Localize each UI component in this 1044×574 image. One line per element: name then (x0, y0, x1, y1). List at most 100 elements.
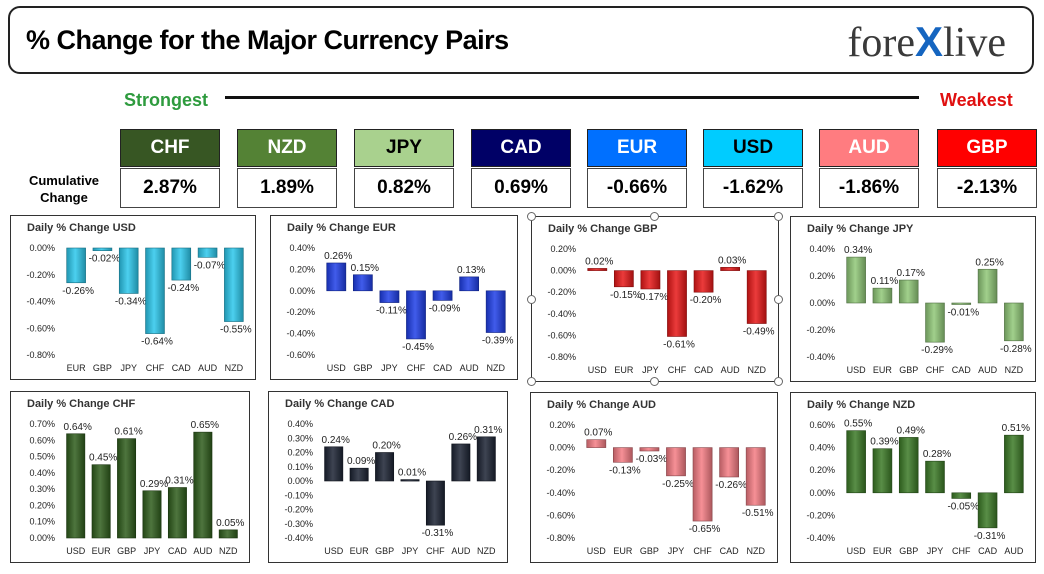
resize-handle[interactable] (527, 377, 536, 386)
bar (476, 436, 496, 482)
x-tick-label: EUR (92, 546, 112, 556)
data-label: 0.17% (897, 268, 925, 279)
currency-name: NZD (237, 129, 337, 167)
x-tick-label: USD (587, 546, 607, 556)
resize-handle[interactable] (650, 377, 659, 386)
chart-jpy-panel: Daily % Change JPY 0.40% 0.20% 0.00% -0.20% -… (790, 216, 1036, 382)
resize-handle[interactable] (774, 212, 783, 221)
data-label: 0.11% (871, 276, 899, 287)
data-label: 0.05% (216, 518, 244, 529)
chart-aud: 0.20% 0.00% -0.20% -0.40% -0.60% -0.80% 0.07% U… (546, 420, 774, 556)
bar (66, 433, 86, 539)
y-tick-label: -0.80% (547, 352, 576, 362)
data-label: -0.51% (742, 508, 774, 519)
data-label: 0.13% (457, 265, 485, 276)
bar (92, 247, 113, 251)
x-tick-label: GBP (117, 546, 136, 556)
bar (118, 247, 139, 294)
resize-handle[interactable] (774, 295, 783, 304)
y-tick-label: 0.20% (550, 244, 576, 254)
currency-box-aud: AUD -1.86% (819, 129, 919, 209)
bar (375, 452, 395, 482)
y-tick-label: 0.10% (287, 462, 313, 472)
ranking-divider (225, 96, 919, 99)
x-tick-label: GBP (353, 363, 372, 373)
bar (746, 270, 767, 324)
data-label: -0.20% (690, 295, 722, 306)
y-tick-label: 0.00% (809, 488, 835, 498)
resize-handle[interactable] (774, 377, 783, 386)
y-tick-label: 0.30% (287, 433, 313, 443)
y-tick-label: 0.40% (289, 243, 315, 253)
bar (667, 270, 687, 337)
x-tick-label: USD (588, 365, 608, 375)
x-tick-label: JPY (927, 546, 944, 556)
y-tick-label: -0.40% (806, 352, 835, 362)
bar (117, 438, 137, 539)
chart-cad-panel: Daily % Change CAD 0.40% 0.30% 0.20% 0.10% 0.… (268, 391, 508, 563)
resize-handle[interactable] (527, 212, 536, 221)
data-label: 0.15% (351, 263, 379, 274)
header-box: % Change for the Major Currency Pairs fo… (8, 6, 1034, 74)
bar (898, 279, 919, 304)
chart-cad: 0.40% 0.30% 0.20% 0.10% 0.00% -0.10% -0.20% -0.… (284, 419, 502, 556)
x-tick-label: GBP (375, 546, 394, 556)
x-tick-label: AUD (193, 546, 213, 556)
y-tick-label: 0.00% (809, 298, 835, 308)
bar (925, 302, 945, 343)
chart-gbp: 0.20% 0.00% -0.20% -0.40% -0.60% -0.80% 0.02% U… (547, 244, 774, 375)
y-tick-label: 0.00% (287, 476, 313, 486)
y-tick-label: -0.40% (806, 533, 835, 543)
bar (977, 492, 998, 529)
y-tick-label: 0.20% (287, 448, 313, 458)
resize-handle[interactable] (527, 295, 536, 304)
page-title: % Change for the Major Currency Pairs (26, 25, 509, 55)
bar (425, 480, 445, 526)
bar (432, 290, 453, 301)
x-tick-label: JPY (381, 363, 398, 373)
data-label: 0.65% (191, 420, 219, 431)
chart-title: Daily % Change EUR (287, 222, 396, 234)
x-tick-label: JPY (402, 546, 419, 556)
currency-box-nzd: NZD 1.89% (237, 129, 337, 209)
bar (352, 274, 373, 292)
x-tick-label: NZD (747, 365, 766, 375)
bar (224, 247, 244, 322)
chart-aud-panel: Daily % Change AUD 0.20% 0.00% -0.20% -0.40%… (530, 392, 778, 563)
bar (666, 447, 686, 477)
currency-cumulative-value: 0.69% (471, 168, 571, 208)
bar (846, 430, 866, 494)
x-tick-label: NZD (477, 546, 496, 556)
x-tick-label: GBP (640, 546, 659, 556)
x-tick-label: JPY (668, 546, 685, 556)
chart-eur-panel: Daily % Change EUR 0.40% 0.20% 0.00% -0.20% -… (270, 215, 518, 380)
y-tick-label: 0.70% (29, 419, 55, 429)
chart-gbp-panel[interactable]: Daily % Change GBP 0.20% 0.00% -0.20% -0.40%… (531, 216, 779, 382)
x-tick-label: EUR (350, 546, 370, 556)
chart-usd: 0.00% -0.20% -0.40% -0.60% -0.80% -0.26% EUR -0… (26, 243, 251, 373)
x-tick-label: NZD (1005, 365, 1024, 375)
y-tick-label: -0.20% (26, 270, 55, 280)
x-tick-label: AUD (1004, 546, 1024, 556)
x-tick-label: CAD (952, 365, 972, 375)
data-label: 0.24% (322, 435, 350, 446)
x-tick-label: GBP (93, 363, 112, 373)
currency-cumulative-value: -1.62% (703, 168, 803, 208)
chart-title: Daily % Change AUD (547, 399, 657, 411)
data-label: -0.13% (609, 465, 641, 476)
y-tick-label: 0.40% (809, 443, 835, 453)
resize-handle[interactable] (650, 212, 659, 221)
bar (613, 270, 634, 288)
currency-name: USD (703, 129, 803, 167)
y-tick-label: -0.20% (806, 325, 835, 335)
chart-title: Daily % Change CHF (27, 398, 136, 410)
x-tick-label: CAD (433, 363, 453, 373)
data-label: 0.07% (584, 428, 612, 439)
y-tick-label: -0.40% (547, 309, 576, 319)
x-tick-label: EUR (873, 365, 893, 375)
bar (171, 247, 192, 281)
data-label: 0.29% (140, 479, 168, 490)
chart-usd-panel: Daily % Change USD 0.00% -0.20% -0.40% -0.60… (10, 215, 256, 380)
x-tick-label: EUR (614, 365, 634, 375)
x-tick-label: AUD (460, 363, 480, 373)
